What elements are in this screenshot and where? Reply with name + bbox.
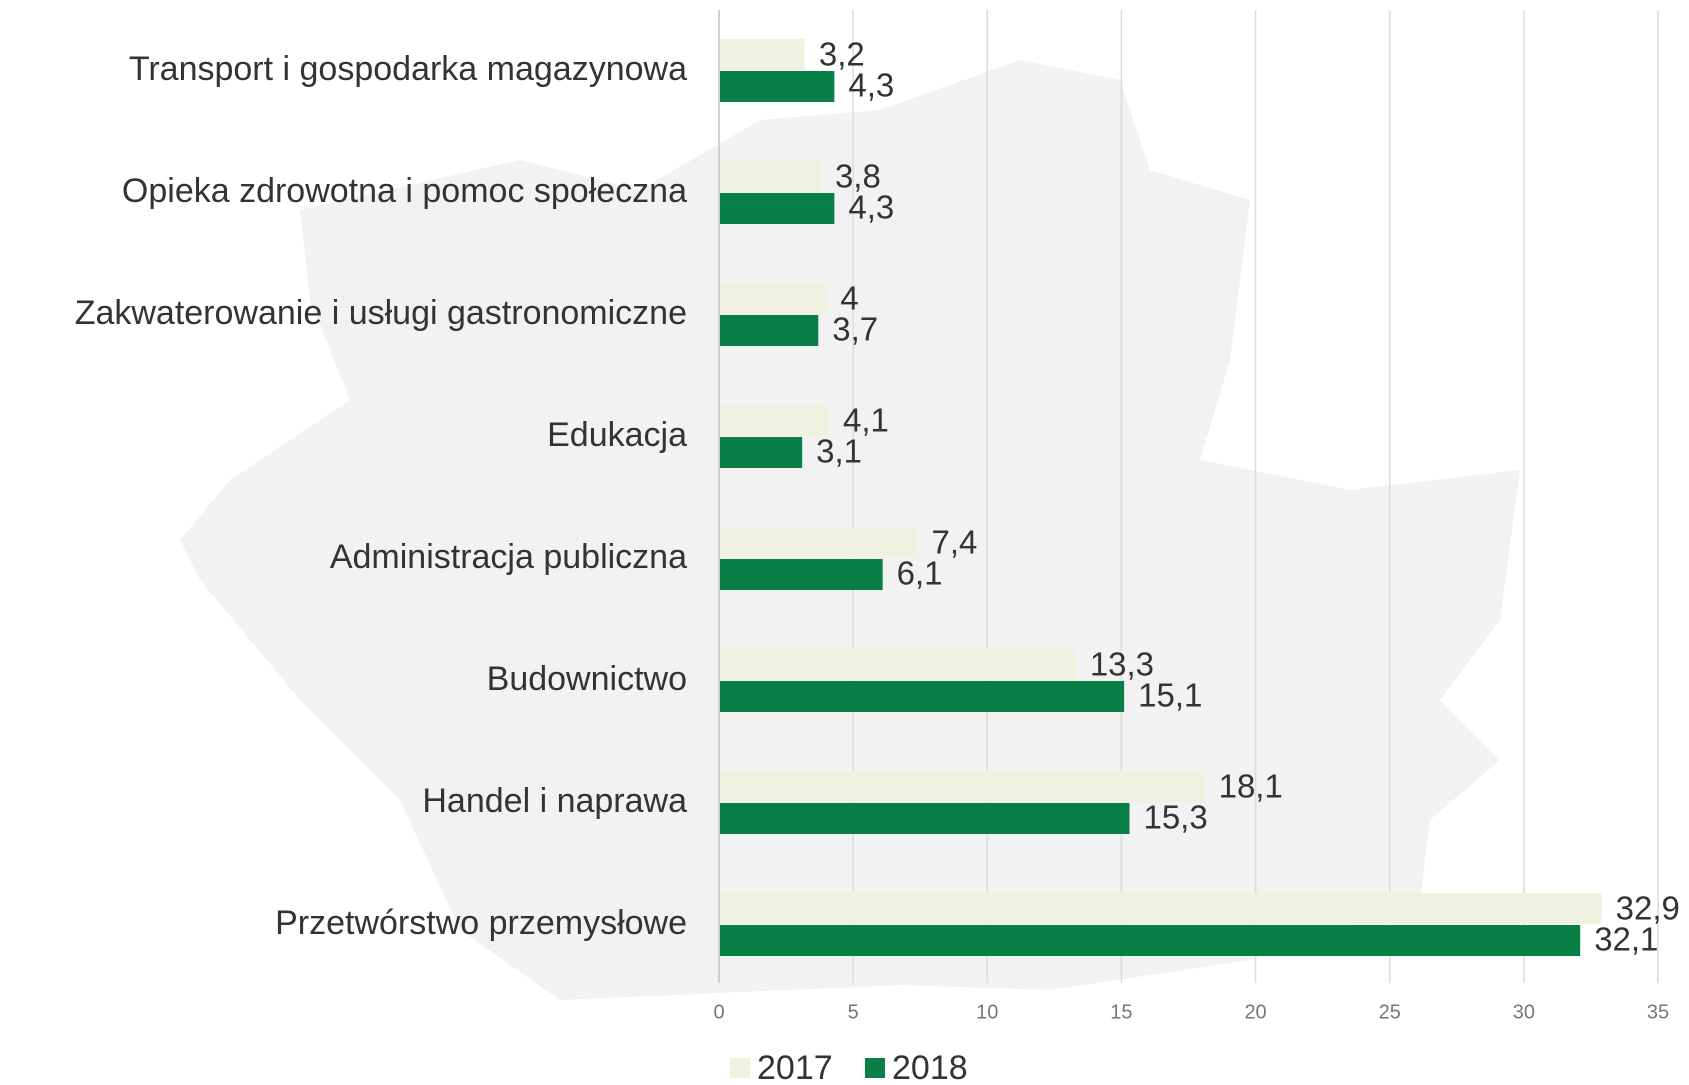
bar xyxy=(719,39,805,70)
bar xyxy=(719,649,1076,680)
bar xyxy=(719,161,821,192)
value-label: 15,3 xyxy=(1143,799,1207,836)
value-label: 32,9 xyxy=(1616,890,1680,927)
x-tick-label: 5 xyxy=(848,1001,859,1023)
bar xyxy=(719,283,827,314)
value-label: 13,3 xyxy=(1090,646,1154,683)
bar xyxy=(719,315,819,346)
legend-swatch xyxy=(730,1058,750,1078)
bar xyxy=(719,71,835,102)
category-label: Budownictwo xyxy=(487,660,687,698)
x-tick-label: 10 xyxy=(976,1001,998,1023)
value-label: 7,4 xyxy=(932,524,978,561)
bar xyxy=(719,405,829,436)
bar xyxy=(719,559,883,590)
value-label: 4 xyxy=(840,280,858,317)
category-label: Edukacja xyxy=(547,416,687,454)
category-label: Administracja publiczna xyxy=(330,538,687,576)
category-label: Handel i naprawa xyxy=(422,782,687,820)
legend-swatch xyxy=(865,1058,885,1078)
value-label: 32,1 xyxy=(1594,921,1658,958)
category-label: Transport i gospodarka magazynowa xyxy=(129,50,687,88)
x-tick-label: 25 xyxy=(1379,1001,1401,1023)
value-label: 18,1 xyxy=(1219,768,1283,805)
value-label: 3,2 xyxy=(819,36,865,73)
x-tick-label: 0 xyxy=(713,1001,724,1023)
value-label: 3,1 xyxy=(816,433,862,470)
category-label: Opieka zdrowotna i pomoc społeczna xyxy=(122,172,687,210)
value-label: 15,1 xyxy=(1138,677,1202,714)
x-tick-label: 20 xyxy=(1244,1001,1266,1023)
x-tick-label: 30 xyxy=(1513,1001,1535,1023)
x-tick-label: 15 xyxy=(1110,1001,1132,1023)
value-label: 3,8 xyxy=(835,158,881,195)
bar xyxy=(719,193,835,224)
value-label: 6,1 xyxy=(897,555,943,592)
legend-label: 2018 xyxy=(892,1049,968,1085)
bar xyxy=(719,527,918,558)
bar xyxy=(719,437,803,468)
value-label: 4,3 xyxy=(848,189,894,226)
value-label: 4,3 xyxy=(848,67,894,104)
category-label: Zakwaterowanie i usługi gastronomiczne xyxy=(75,294,687,332)
bar xyxy=(719,893,1602,924)
x-tick-label: 35 xyxy=(1647,1001,1669,1023)
bar xyxy=(719,803,1130,834)
value-label: 4,1 xyxy=(843,402,889,439)
bar xyxy=(719,771,1205,802)
legend-label: 2017 xyxy=(757,1049,833,1085)
bar xyxy=(719,681,1125,712)
category-label: Przetwórstwo przemysłowe xyxy=(275,904,687,942)
bar xyxy=(719,925,1581,956)
value-label: 3,7 xyxy=(832,311,878,348)
